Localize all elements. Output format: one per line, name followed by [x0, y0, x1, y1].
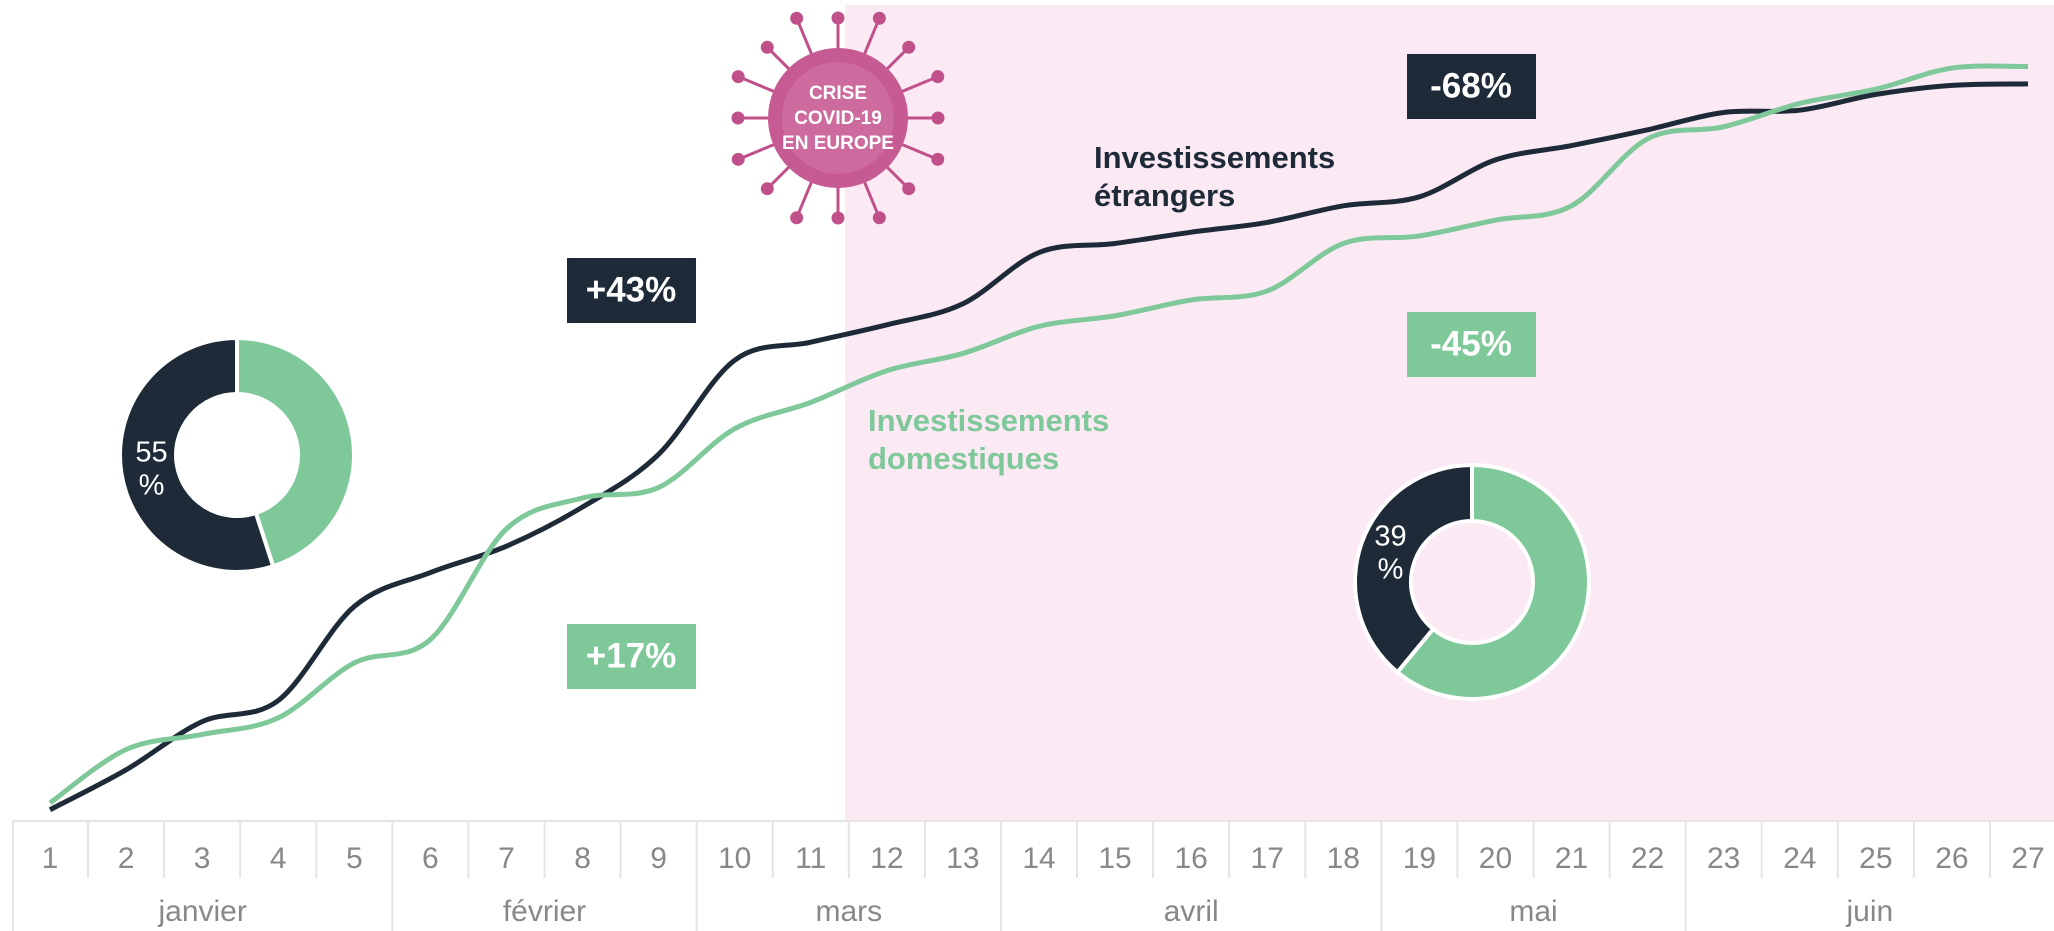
donut-slice — [1353, 462, 1474, 675]
donut-value-label: 55% — [135, 436, 167, 501]
x-tick-label: 17 — [1251, 842, 1284, 875]
x-tick-label: 12 — [870, 842, 903, 875]
x-tick-label: 19 — [1403, 842, 1436, 875]
x-tick-label: 11 — [795, 842, 826, 875]
virus-tip — [790, 211, 804, 225]
virus-tip — [831, 211, 845, 225]
virus-tip — [731, 111, 745, 125]
change-label: -45% — [1430, 324, 1512, 363]
month-label: mars — [815, 895, 882, 928]
donut-value-label: 39% — [1374, 520, 1406, 585]
virus-tip — [931, 111, 945, 125]
donut-slice — [1394, 462, 1591, 701]
x-tick-label: 4 — [270, 842, 287, 875]
virus-tip — [760, 182, 774, 196]
month-label: juin — [1845, 895, 1893, 928]
x-tick-label: 25 — [1859, 842, 1892, 875]
x-tick-label: 8 — [574, 842, 591, 875]
change-badge — [1407, 54, 1536, 119]
series-line — [48, 81, 2029, 812]
virus-tip — [790, 11, 804, 25]
x-tick-label: 2 — [118, 842, 135, 875]
change-label: -68% — [1430, 66, 1512, 105]
virus-tip — [931, 152, 945, 166]
month-label: avril — [1164, 895, 1219, 928]
x-tick-label: 20 — [1479, 842, 1512, 875]
x-tick-label: 15 — [1098, 842, 1131, 875]
x-tick-label: 16 — [1174, 842, 1207, 875]
virus-tip — [760, 40, 774, 54]
x-tick-label: 10 — [718, 842, 751, 875]
x-tick-label: 21 — [1555, 842, 1588, 875]
x-tick-label: 24 — [1783, 842, 1816, 875]
x-tick-label: 27 — [2011, 842, 2044, 875]
x-tick-label: 18 — [1327, 842, 1360, 875]
x-tick-label: 7 — [498, 842, 515, 875]
x-tick-label: 23 — [1707, 842, 1740, 875]
month-label: mai — [1509, 895, 1557, 928]
month-label: janvier — [157, 895, 246, 928]
virus-tip — [831, 11, 845, 25]
x-tick-label: 6 — [422, 842, 439, 875]
virus-tip — [931, 70, 945, 84]
virus-tip — [731, 152, 745, 166]
x-tick-label: 14 — [1022, 842, 1055, 875]
change-label: +43% — [586, 270, 677, 309]
virus-tip — [902, 182, 916, 196]
x-tick-label: 26 — [1935, 842, 1968, 875]
series-label: Investissements étrangers — [1094, 140, 1335, 213]
x-tick-label: 9 — [650, 842, 667, 875]
x-tick-label: 3 — [194, 842, 211, 875]
virus-tip — [731, 70, 745, 84]
month-label: février — [503, 895, 586, 928]
virus-tip — [872, 11, 886, 25]
virus-tip — [872, 211, 886, 225]
virus-tip — [902, 40, 916, 54]
change-badge — [1407, 312, 1536, 377]
x-tick-label: 22 — [1631, 842, 1664, 875]
virus-label: CRISE COVID-19 EN EUROPE — [782, 83, 894, 154]
virus-icon — [731, 11, 945, 225]
series-label: Investissements domestiques — [868, 403, 1109, 476]
series-line — [48, 63, 2029, 806]
donut-slice — [235, 335, 356, 569]
change-label: +17% — [586, 636, 677, 675]
x-tick-label: 5 — [346, 842, 363, 875]
donut-slice — [118, 335, 276, 574]
change-badge — [567, 258, 696, 323]
x-tick-label: 13 — [946, 842, 979, 875]
x-tick-label: 1 — [42, 842, 59, 875]
change-badge — [567, 624, 696, 689]
